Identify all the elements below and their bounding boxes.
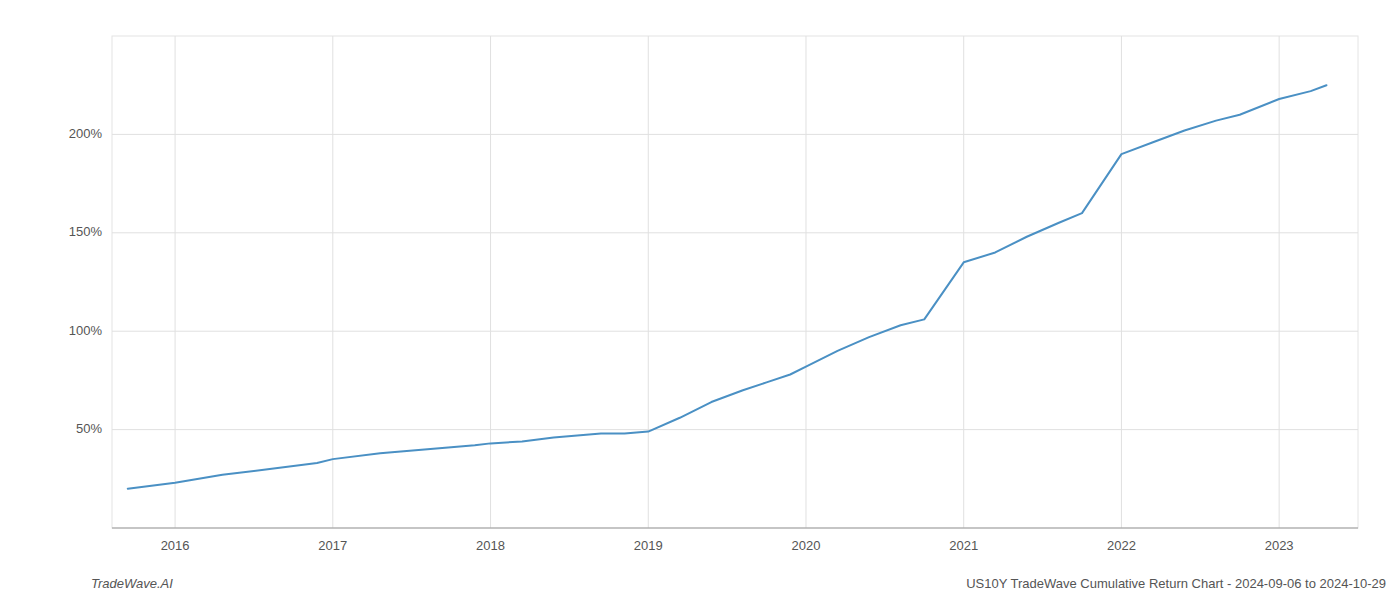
x-grid-line: [805, 36, 806, 528]
y-grid-line: [112, 232, 1358, 233]
y-tick-label: 200%: [69, 126, 103, 141]
watermark: TradeWave.AI: [91, 576, 173, 591]
y-grid-line: [112, 429, 1358, 430]
y-tick-label: 50%: [76, 421, 102, 436]
x-grid-line: [1121, 36, 1122, 528]
x-tick-label: 2022: [1107, 538, 1136, 553]
tick-labels: 50% 100% 150% 200% 2016 2017 2018 2019 2020 2021 2…: [69, 126, 1294, 553]
x-tick-label: 2021: [949, 538, 978, 553]
x-tick-label: 2019: [634, 538, 663, 553]
x-tick-label: 2023: [1265, 538, 1294, 553]
x-grid-line: [1279, 36, 1280, 528]
x-grid-line: [175, 36, 176, 528]
x-grid-line: [963, 36, 964, 528]
grid: [112, 36, 1358, 528]
x-axis-line: [112, 528, 1358, 529]
x-grid-line: [490, 36, 491, 528]
y-grid-line: [112, 331, 1358, 332]
y-tick-label: 100%: [69, 323, 103, 338]
x-tick-label: 2017: [318, 538, 347, 553]
x-tick-label: 2018: [476, 538, 505, 553]
title: US10Y TradeWave Cumulative Return Chart …: [966, 576, 1386, 591]
y-tick-label: 150%: [69, 224, 103, 239]
x-grid-line: [648, 36, 649, 528]
series: [128, 85, 1327, 488]
chart: 50% 100% 150% 200% 2016 2017 2018 2019 2020 2021 2…: [0, 0, 1400, 600]
x-tick-label: 2016: [161, 538, 190, 553]
plot-frame: [112, 36, 1358, 528]
x-grid-line: [332, 36, 333, 528]
x-tick-label: 2020: [792, 538, 821, 553]
line: [128, 85, 1327, 488]
